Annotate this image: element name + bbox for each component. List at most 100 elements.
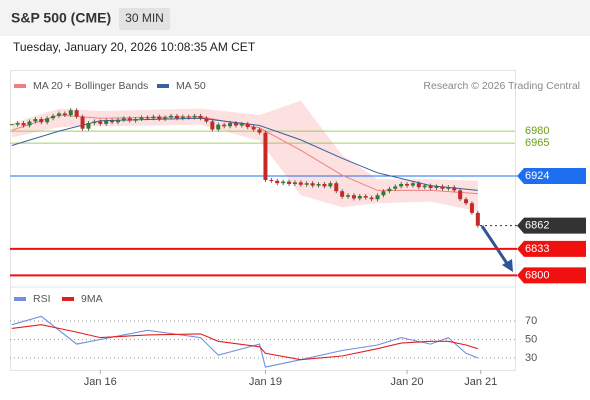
candle: [298, 182, 303, 185]
candle: [464, 199, 469, 204]
y-tick-label: 50: [525, 333, 537, 345]
candle: [139, 117, 144, 120]
candle: [56, 113, 61, 116]
candle: [45, 118, 50, 123]
legend-swatch: [14, 297, 26, 301]
candle: [316, 183, 321, 186]
candle: [27, 121, 32, 126]
candle: [340, 191, 345, 197]
credit: Research © 2026 Trading Central: [423, 80, 580, 92]
candle: [210, 121, 215, 130]
moving-average: [11, 117, 478, 191]
legend-label: MA 20 + Bollinger Bands: [33, 80, 148, 92]
candle: [458, 190, 463, 200]
candle: [15, 123, 20, 125]
candle: [21, 123, 26, 126]
candle: [169, 115, 174, 118]
candle: [334, 183, 339, 192]
legend-label: RSI: [33, 293, 51, 305]
candle: [357, 196, 362, 199]
candle: [74, 110, 79, 117]
candle: [157, 116, 162, 120]
candle: [86, 123, 91, 129]
candle: [51, 115, 56, 119]
candle: [133, 119, 138, 121]
level-label: 6980: [525, 125, 549, 137]
level-label: 6833: [525, 243, 549, 255]
candle: [145, 117, 150, 119]
candle: [216, 124, 221, 130]
candle: [405, 183, 410, 186]
candle: [62, 113, 67, 116]
legend-label: MA 50: [176, 80, 206, 92]
candle: [251, 127, 256, 130]
candle: [369, 197, 374, 200]
candle: [110, 120, 115, 123]
candle: [245, 123, 250, 128]
candle: [68, 110, 73, 116]
candle: [434, 186, 439, 188]
legend-swatch: [157, 84, 169, 88]
legend-swatch: [14, 84, 26, 88]
candle: [387, 188, 392, 192]
candle: [33, 119, 38, 122]
candle: [375, 195, 380, 200]
candle: [98, 121, 103, 124]
candle: [204, 118, 209, 122]
candle: [192, 115, 197, 118]
candle: [186, 116, 191, 118]
candle: [446, 187, 451, 189]
candle: [222, 124, 227, 127]
candle: [351, 195, 356, 199]
candle: [92, 121, 97, 124]
candle: [228, 123, 233, 127]
candle: [410, 183, 415, 186]
candle: [304, 183, 309, 185]
candle: [281, 181, 286, 184]
candle: [292, 182, 297, 184]
candle: [428, 185, 433, 188]
candle: [328, 183, 333, 187]
candle: [233, 123, 238, 126]
level-box: [517, 167, 586, 184]
level-box: [517, 267, 586, 284]
candle: [440, 186, 445, 189]
legend-swatch: [62, 297, 74, 301]
level-box: [517, 217, 586, 234]
candle: [322, 183, 327, 187]
candle: [269, 179, 274, 181]
candle: [399, 183, 404, 187]
candle: [416, 183, 421, 188]
candle: [263, 132, 268, 180]
candle: [39, 119, 44, 123]
candle: [475, 212, 480, 226]
plot-frame: [10, 70, 516, 371]
candle: [393, 186, 398, 189]
y-tick-label: 70: [525, 315, 537, 327]
forecast-arrow: [480, 225, 510, 266]
instrument-title: S&P 500 (CME): [11, 10, 111, 26]
level-box: [517, 240, 586, 257]
candle: [363, 196, 368, 198]
header-bar: [0, 0, 590, 36]
x-tick-label: Jan 20: [391, 376, 424, 388]
level-label: 6965: [525, 137, 549, 149]
level-label: 6800: [525, 269, 549, 281]
candle: [287, 181, 292, 184]
candle: [452, 187, 457, 191]
legend-label: 9MA: [81, 293, 103, 305]
forecast-arrowhead: [502, 259, 513, 272]
level-label: 6862: [525, 220, 549, 232]
candle: [469, 203, 474, 213]
y-tick-label: 30: [525, 352, 537, 364]
candle: [198, 115, 203, 119]
candle: [104, 120, 109, 124]
candle: [163, 117, 168, 120]
candle: [180, 116, 185, 119]
timestamp: Tuesday, January 20, 2026 10:08:35 AM CE…: [13, 40, 256, 54]
candle: [275, 180, 280, 184]
interval-badge: [119, 8, 170, 30]
rsi-line: [11, 324, 478, 361]
level-label: 6924: [525, 170, 549, 182]
